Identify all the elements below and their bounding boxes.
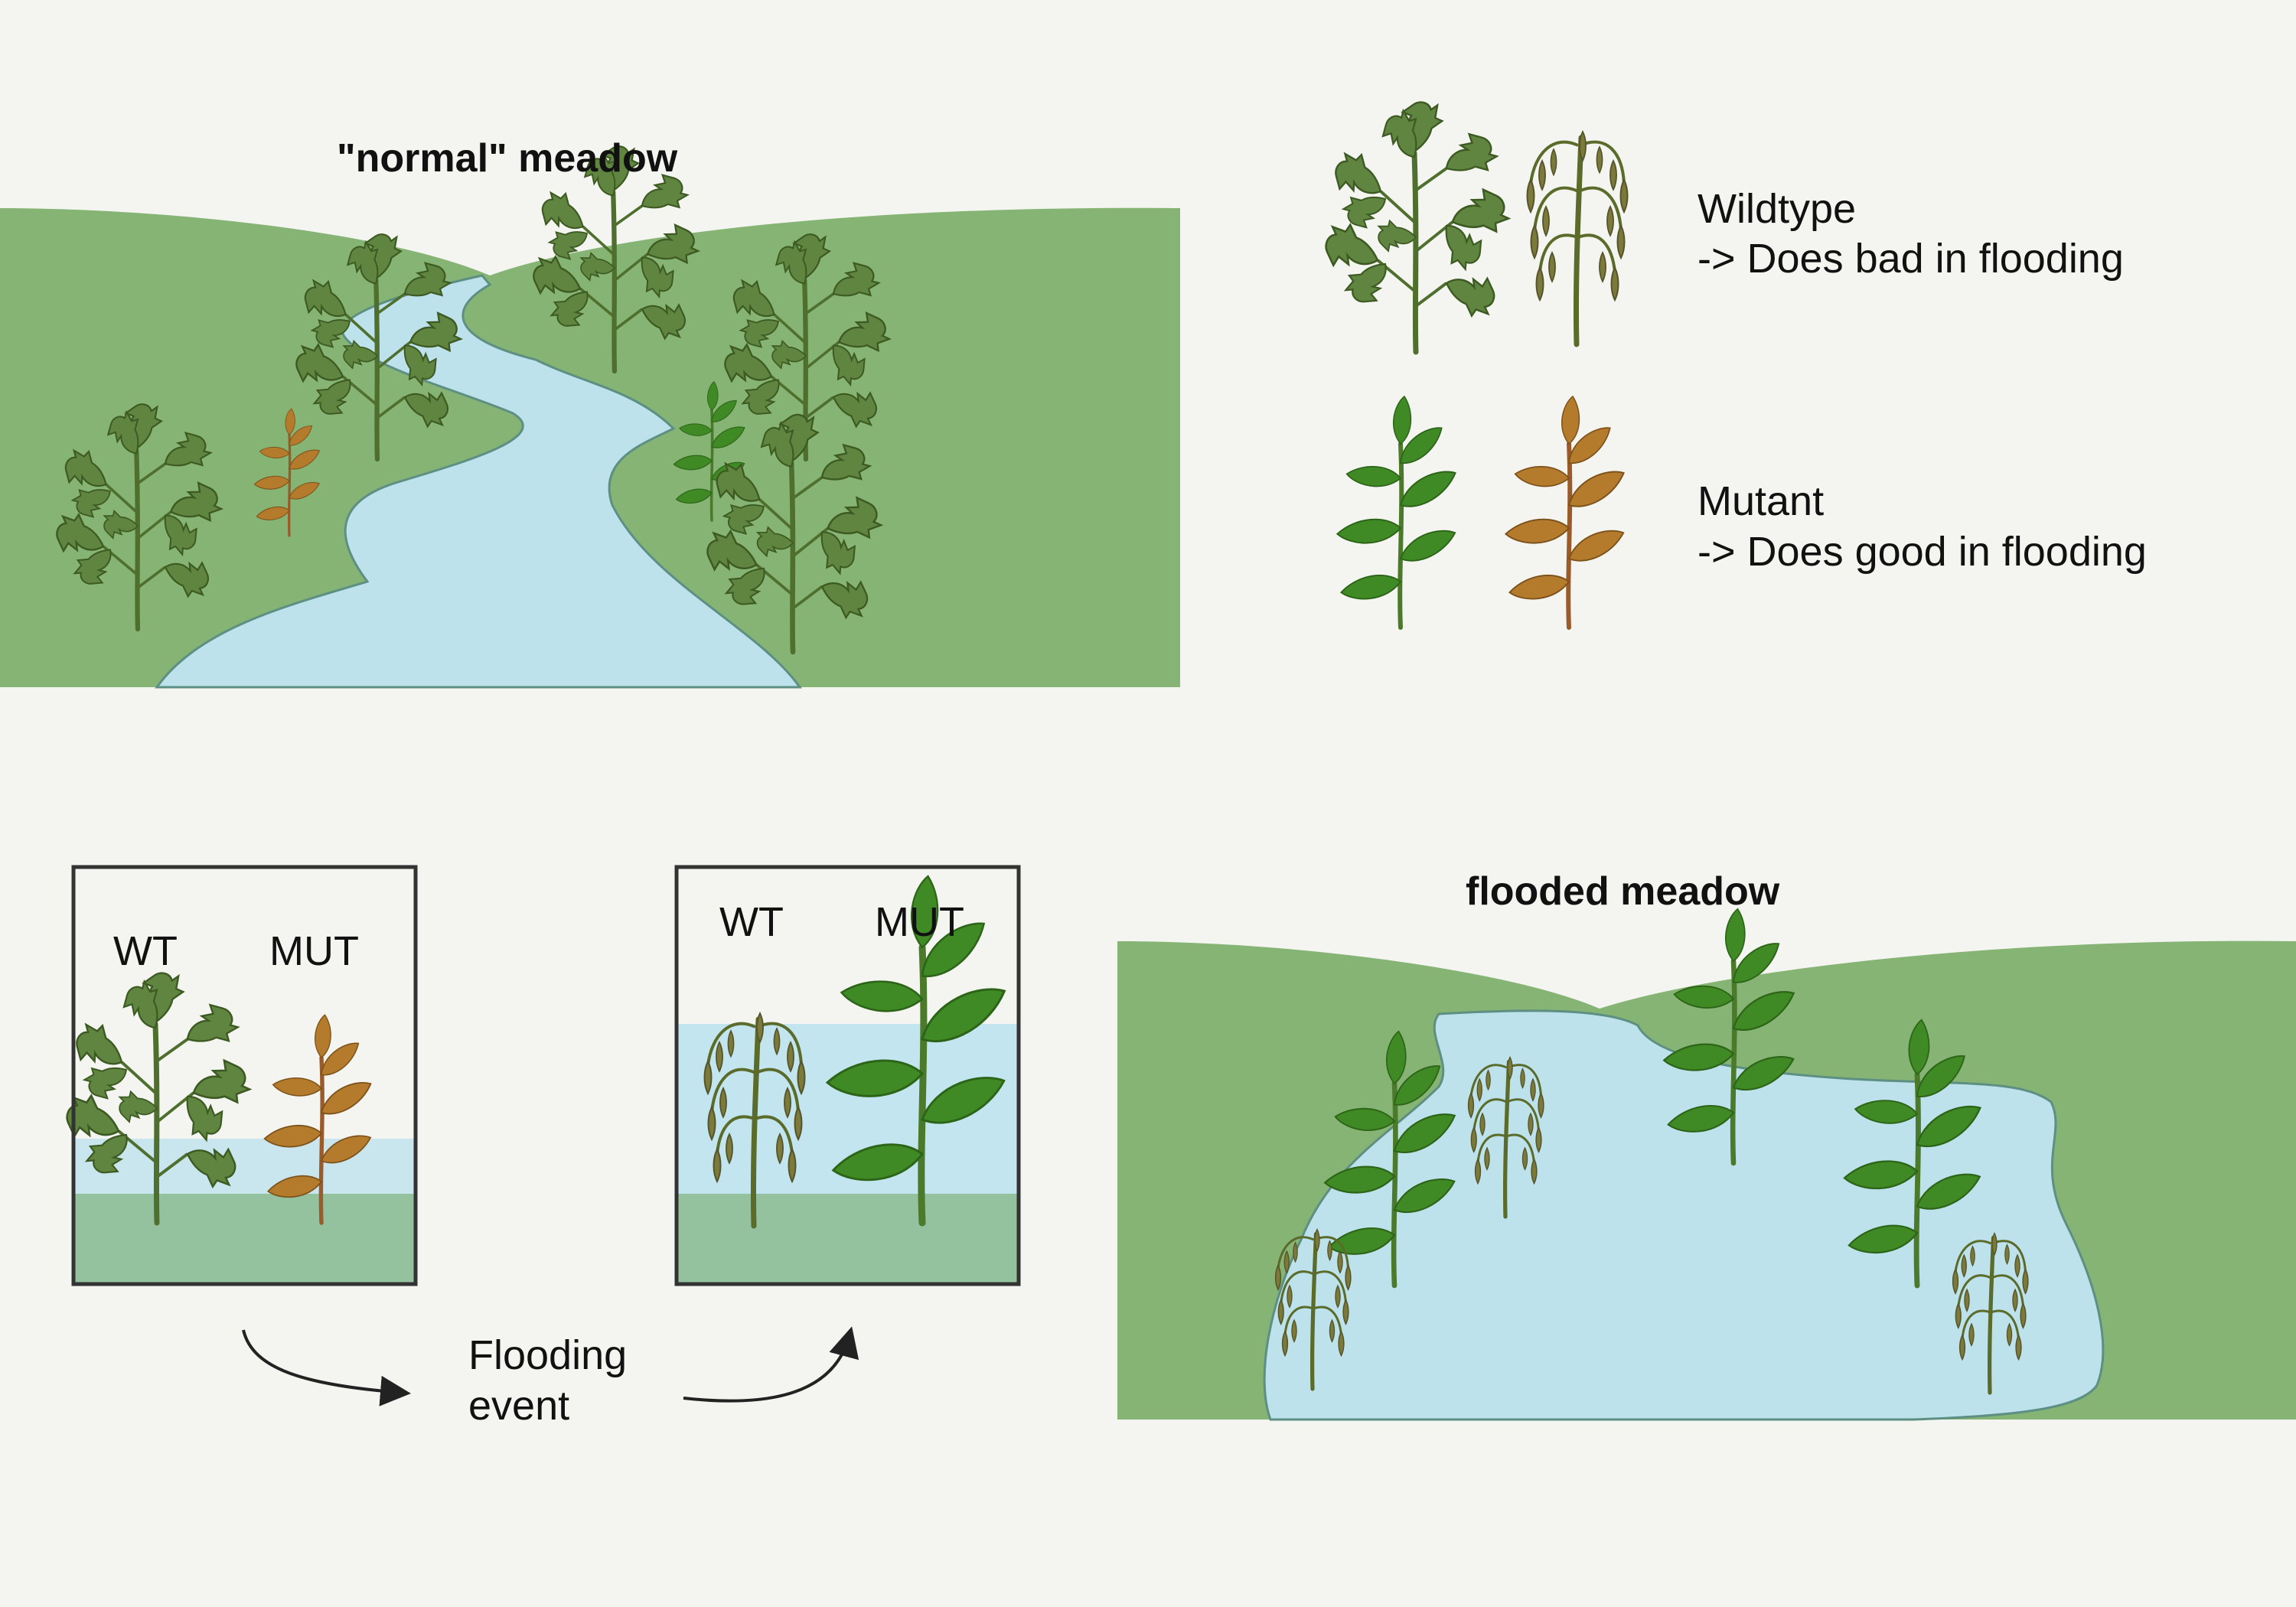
- legend-wildtype-name: Wildtype: [1698, 186, 1857, 232]
- before-box-wt-label: WT: [113, 928, 178, 974]
- soil: [73, 1194, 416, 1284]
- flooding-event-label-line2: event: [468, 1383, 570, 1429]
- before-box-mut-label: MUT: [269, 928, 359, 974]
- brown-leafy-plant-icon: [1505, 395, 1629, 627]
- flooded-meadow-title: flooded meadow: [1466, 869, 1780, 914]
- curved-arrow-icon: [683, 1326, 859, 1403]
- green-leafy-plant-icon: [1336, 395, 1461, 627]
- after-box-wt-label: WT: [719, 899, 784, 945]
- legend: [1320, 99, 1629, 627]
- flooded-meadow-scene: [1117, 908, 2296, 1421]
- tomato-plant-icon: [1320, 99, 1512, 352]
- soil: [677, 1194, 1019, 1284]
- river: [155, 274, 802, 689]
- legend-wildtype-description: -> Does bad in flooding: [1698, 236, 2124, 282]
- after-box-mut-label: MUT: [875, 899, 964, 945]
- after-flooding-box: [674, 865, 1021, 1286]
- flooding-arrows: [242, 1326, 859, 1407]
- flooding-event-label-line1: Flooding: [468, 1332, 628, 1378]
- normal-meadow-scene: [0, 144, 1180, 689]
- curved-arrow-icon: [242, 1329, 411, 1407]
- legend-mutant-description: -> Does good in flooding: [1698, 529, 2147, 575]
- box-border: [71, 865, 418, 1286]
- wilted-tomato-plant-icon: [1528, 132, 1628, 344]
- before-flooding-box: [61, 865, 418, 1286]
- legend-mutant-name: Mutant: [1698, 478, 1825, 524]
- box-border: [674, 865, 1021, 1286]
- normal-meadow-title: "normal" meadow: [337, 136, 678, 181]
